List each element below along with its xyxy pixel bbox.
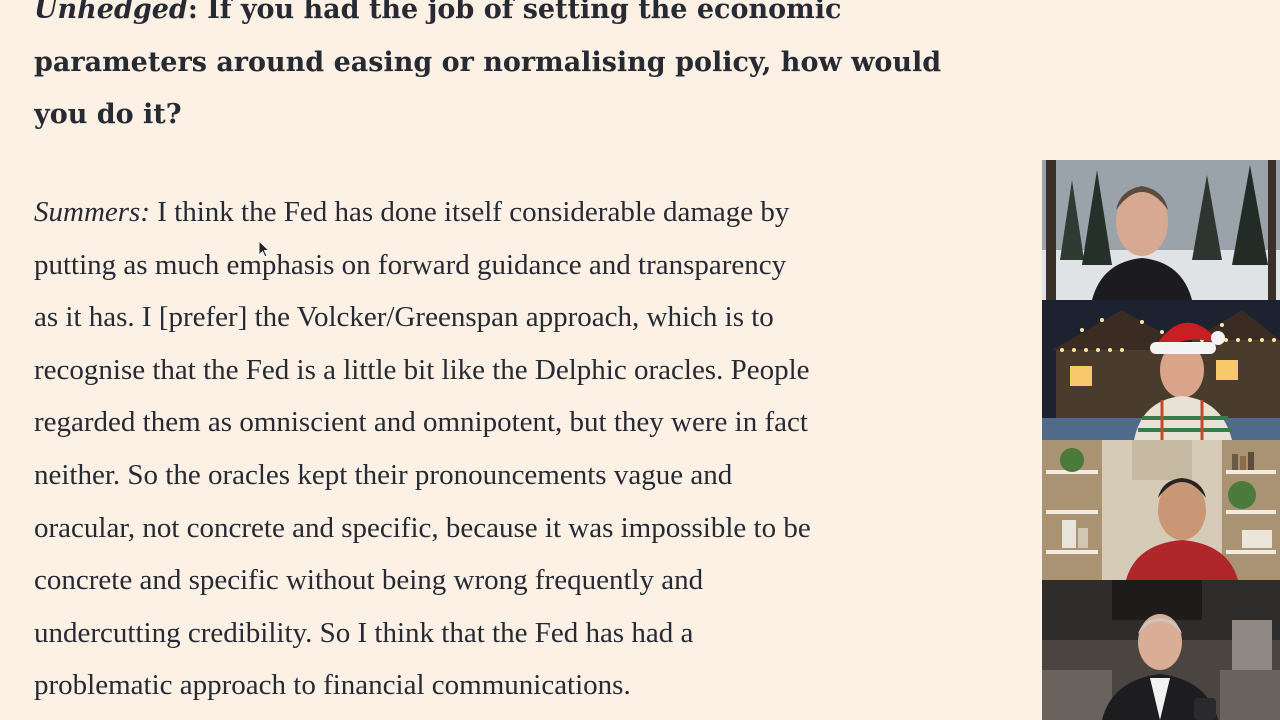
answer-line: undercutting credibility. So I think tha… bbox=[34, 616, 694, 649]
answer-line: recognise that the Fed is a little bit l… bbox=[34, 353, 810, 386]
answer-line: regarded them as omniscient and omnipote… bbox=[34, 406, 808, 439]
answer-line: neither. So the oracles kept their prono… bbox=[34, 458, 733, 491]
answer-paragraph: Summers: I think the Fed has done itself… bbox=[34, 186, 1034, 712]
video-call-panel bbox=[1042, 160, 1280, 720]
answer-line-text: I think the Fed has done itself consider… bbox=[157, 196, 790, 228]
question-speaker: Unhedged bbox=[34, 0, 188, 25]
participant-2-video[interactable] bbox=[1042, 300, 1280, 440]
answer-line: oracular, not concrete and specific, bec… bbox=[34, 511, 811, 544]
answer-line: as it has. I [prefer] the Volcker/Greens… bbox=[34, 301, 774, 334]
answer-speaker: Summers: bbox=[34, 196, 150, 228]
participant-1-video[interactable] bbox=[1042, 160, 1280, 300]
participant-4-video[interactable] bbox=[1042, 580, 1280, 720]
article-body: Unhedged: If you had the job of setting … bbox=[34, 0, 1034, 720]
mouse-pointer-icon bbox=[258, 240, 270, 258]
answer-line: Summers: I think the Fed has done itself… bbox=[34, 186, 1034, 239]
answer-line: putting as much emphasis on forward guid… bbox=[34, 248, 787, 281]
participant-3-video[interactable] bbox=[1042, 440, 1280, 580]
question-paragraph: Unhedged: If you had the job of setting … bbox=[34, 0, 994, 142]
answer-line: concrete and specific without being wron… bbox=[34, 564, 704, 597]
question-text: : If you had the job of setting the econ… bbox=[34, 0, 942, 130]
answer-line: problematic approach to financial commun… bbox=[34, 669, 631, 702]
